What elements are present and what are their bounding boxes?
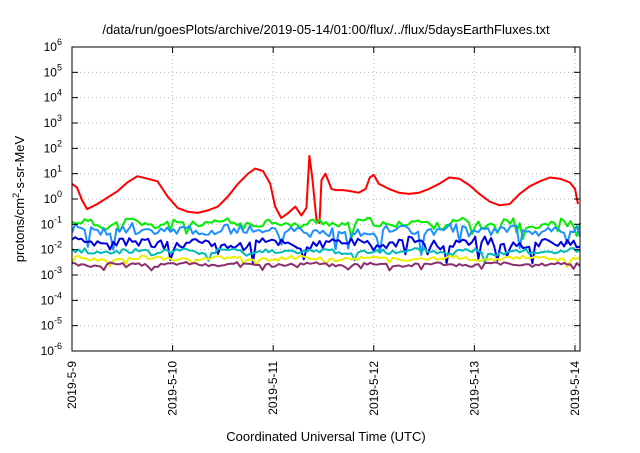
grid-lines <box>72 47 580 351</box>
y-tick-label: 10-6 <box>41 341 62 358</box>
x-tick-label: 2019-5-14 <box>568 361 582 416</box>
y-tick-label: 101 <box>44 164 62 181</box>
x-ticks: 2019-5-9 2019-5-10 2019-5-11 2019-5-12 2019-… <box>65 47 582 416</box>
y-tick-label: 103 <box>44 113 62 130</box>
x-tick-label: 2019-5-12 <box>367 361 381 416</box>
series-line-1 <box>71 216 581 240</box>
y-axis-label: protons/cm2-s-sr-MeV <box>11 135 27 262</box>
y-ticks: 10-6 10-5 10-4 10-3 10-2 10-1 100 101 102 103 104 1… <box>41 37 580 358</box>
y-tick-label: 102 <box>44 138 62 155</box>
y-tick-label: 10-2 <box>41 240 62 257</box>
y-tick-label: 105 <box>44 62 62 79</box>
x-tick-label: 2019-5-13 <box>467 361 481 416</box>
series-line-4 <box>71 247 581 264</box>
series-line-0 <box>71 154 579 225</box>
x-tick-label: 2019-5-10 <box>166 361 180 416</box>
series-line-2 <box>71 222 581 256</box>
y-tick-label: 106 <box>44 37 62 54</box>
x-tick-label: 2019-5-11 <box>266 361 280 415</box>
series-line-3 <box>71 235 581 265</box>
y-tick-label: 10-1 <box>41 214 62 231</box>
series-lines <box>71 154 581 272</box>
y-tick-label: 10-4 <box>41 290 62 307</box>
y-tick-label: 10-5 <box>41 316 62 333</box>
chart-title: /data/run/goesPlots/archive/2019-05-14/0… <box>102 22 550 37</box>
y-tick-label: 10-3 <box>41 265 62 282</box>
x-axis-label: Coordinated Universal Time (UTC) <box>226 429 425 444</box>
series-line-6 <box>71 261 581 272</box>
series-line-5 <box>71 254 581 268</box>
y-tick-label: 100 <box>44 189 62 206</box>
y-tick-label: 104 <box>44 88 62 105</box>
x-tick-label: 2019-5-9 <box>65 361 79 409</box>
